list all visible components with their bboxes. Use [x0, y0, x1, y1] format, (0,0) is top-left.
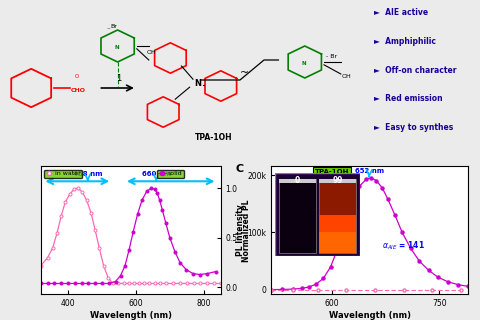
- Text: ~: ~: [240, 68, 249, 78]
- Text: N: N: [114, 45, 119, 50]
- Text: TPA-1OH: TPA-1OH: [195, 133, 232, 142]
- Text: ►  Off-on character: ► Off-on character: [374, 66, 457, 75]
- Text: ►  Easy to synthes: ► Easy to synthes: [374, 123, 454, 132]
- Y-axis label: PL Intensity: PL Intensity: [236, 204, 245, 256]
- Text: 660 nm: 660 nm: [142, 171, 171, 177]
- Text: TPA-1OH: TPA-1OH: [314, 169, 349, 175]
- Text: $\alpha_{AIE}$ = 141: $\alpha_{AIE}$ = 141: [382, 239, 425, 252]
- Y-axis label: Normalized PL: Normalized PL: [242, 199, 251, 262]
- Text: - Br: - Br: [326, 54, 337, 59]
- Text: ►  Amphiphilic: ► Amphiphilic: [374, 37, 436, 46]
- Text: 1: 1: [116, 74, 121, 83]
- X-axis label: Wavelength (nm): Wavelength (nm): [329, 311, 410, 320]
- Text: ►  AIE active: ► AIE active: [374, 8, 429, 17]
- Text: OH: OH: [342, 74, 351, 79]
- Text: N: N: [301, 61, 306, 66]
- Text: Br: Br: [110, 24, 117, 29]
- Text: 652 nm: 652 nm: [355, 168, 384, 174]
- Legend: solid: solid: [157, 170, 184, 178]
- Text: 458 nm: 458 nm: [73, 171, 102, 177]
- Text: ►  Red emission: ► Red emission: [374, 94, 443, 103]
- Text: N: N: [194, 79, 202, 88]
- Text: CHO: CHO: [71, 88, 85, 93]
- Text: C: C: [236, 164, 244, 174]
- Text: OH: OH: [146, 50, 156, 55]
- Text: ⁻: ⁻: [107, 27, 110, 33]
- X-axis label: Wavelength (nm): Wavelength (nm): [90, 311, 172, 320]
- Text: O: O: [74, 74, 79, 79]
